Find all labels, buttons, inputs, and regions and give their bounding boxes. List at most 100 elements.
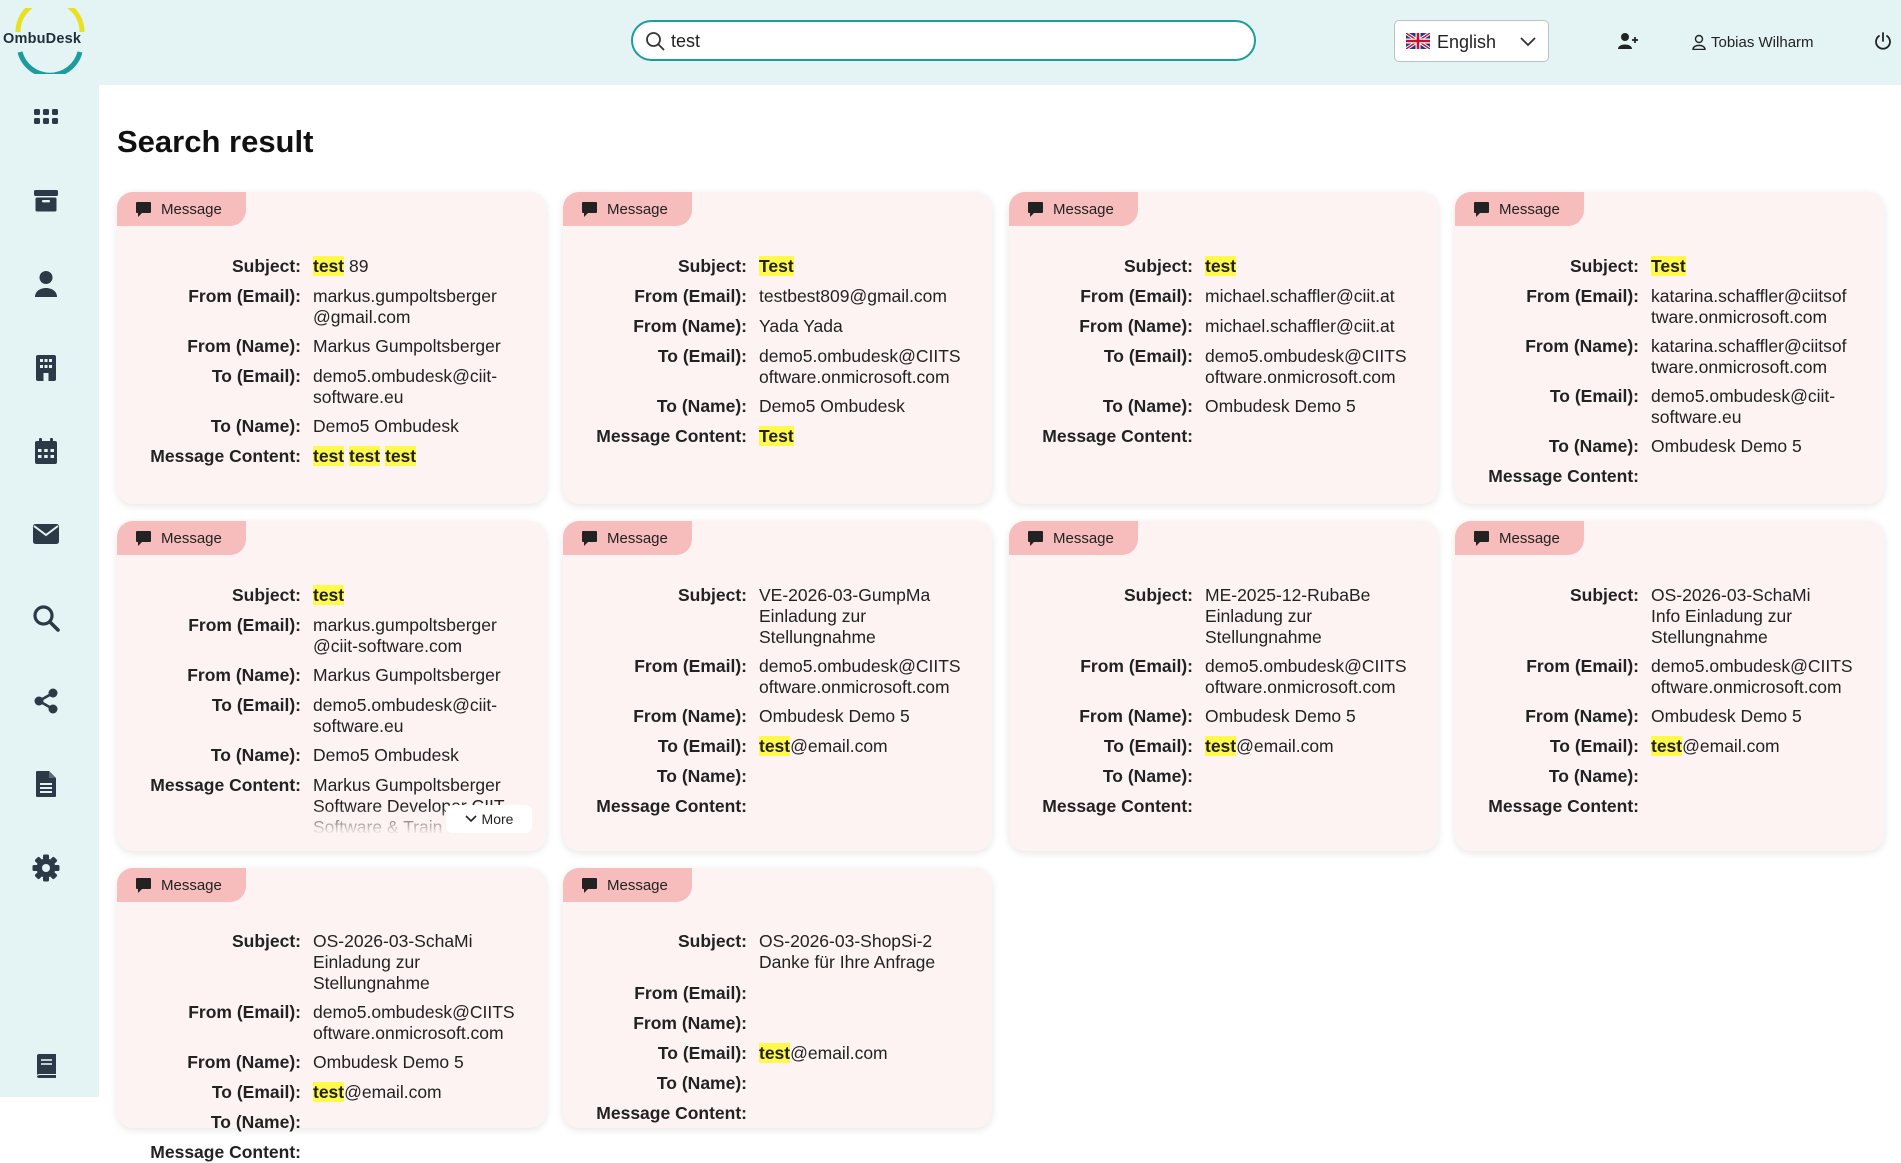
- field-value: demo5.ombudesk@ciit- software.eu: [313, 695, 538, 737]
- field-label: Message Content:: [150, 1142, 301, 1162]
- field-label: From (Email):: [634, 983, 747, 1003]
- more-label: More: [481, 811, 514, 827]
- nav-share[interactable]: [30, 685, 62, 717]
- field-value: OS-2026-03-SchaMi Einladung zur Stellung…: [313, 931, 538, 994]
- nav-book[interactable]: [30, 1050, 62, 1082]
- result-card[interactable]: Message Subject: VE-2026-03-GumpMa Einladu…: [563, 521, 992, 851]
- field-label: To (Name):: [656, 766, 747, 786]
- value-text: @email.com: [1682, 736, 1780, 756]
- value-text: markus.gumpoltsberger @ciit-software.com: [313, 615, 497, 656]
- search-bar[interactable]: [631, 20, 1256, 61]
- result-card[interactable]: Message Subject: ME-2025-12-RubaBe Einladu…: [1009, 521, 1438, 851]
- calendar-icon: [35, 438, 57, 464]
- gear-icon: [32, 854, 60, 882]
- nav-organizations[interactable]: [30, 352, 62, 384]
- result-card[interactable]: Message Subject: test From (Email): markus.g…: [117, 521, 546, 851]
- value-text: demo5.ombudesk@CIITS oftware.onmicrosoft…: [1205, 346, 1407, 387]
- field-label: To (Name):: [1548, 436, 1639, 456]
- field-label: To (Email):: [1549, 386, 1639, 406]
- field-value: test@email.com: [759, 1043, 984, 1064]
- nav-messages[interactable]: [30, 518, 62, 550]
- nav-persons[interactable]: [30, 268, 62, 300]
- field-label: To (Email):: [1103, 736, 1193, 756]
- value-text: michael.schaffler@ciit.at: [1205, 286, 1395, 306]
- field-value: Ombudesk Demo 5: [313, 1052, 538, 1073]
- field-label: Message Content:: [1042, 796, 1193, 816]
- result-type-badge: Message: [117, 868, 246, 902]
- field-label: Subject:: [677, 256, 747, 276]
- field-value: michael.schaffler@ciit.at: [1205, 316, 1430, 337]
- value-text: demo5.ombudesk@CIITS oftware.onmicrosoft…: [313, 1002, 515, 1043]
- uk-flag-icon: [1406, 33, 1430, 49]
- field-value: markus.gumpoltsberger @gmail.com: [313, 286, 538, 328]
- field-value: Demo5 Ombudesk: [313, 745, 538, 766]
- search-highlight: Test: [1651, 256, 1686, 276]
- field-value: michael.schaffler@ciit.at: [1205, 286, 1430, 307]
- result-card[interactable]: Message Subject: OS-2026-03-SchaMi Info Ei…: [1455, 521, 1884, 851]
- user-icon: [1692, 34, 1706, 50]
- add-user-icon[interactable]: [1617, 30, 1639, 52]
- field-label: To (Email):: [211, 695, 301, 715]
- language-select[interactable]: English: [1394, 20, 1549, 62]
- field-label: Message Content:: [596, 796, 747, 816]
- search-highlight: test: [313, 1082, 345, 1102]
- nav-documents[interactable]: [30, 768, 62, 800]
- field-label: To (Name):: [656, 1073, 747, 1093]
- field-value: demo5.ombudesk@CIITS oftware.onmicrosoft…: [1205, 656, 1430, 698]
- value-text: @email.com: [1236, 736, 1334, 756]
- value-text: testbest809@gmail.com: [759, 286, 947, 306]
- field-label: Subject:: [1569, 256, 1639, 276]
- value-text: @email.com: [790, 736, 888, 756]
- message-bubble-icon: [136, 530, 151, 546]
- field-label: Subject:: [1123, 585, 1193, 605]
- search-highlight: Test: [759, 426, 794, 446]
- value-text: michael.schaffler@ciit.at: [1205, 316, 1395, 336]
- field-label: To (Email):: [657, 1043, 747, 1063]
- value-text: demo5.ombudesk@CIITS oftware.onmicrosoft…: [759, 656, 961, 697]
- search-highlight: test: [1205, 736, 1237, 756]
- field-label: To (Name):: [1102, 396, 1193, 416]
- field-label: To (Name):: [210, 1112, 301, 1132]
- field-value: test 89: [313, 256, 538, 277]
- nav-settings[interactable]: [30, 852, 62, 884]
- search-highlight: test: [759, 736, 791, 756]
- field-label: From (Name):: [187, 1052, 301, 1072]
- search-highlight: Test: [759, 256, 794, 276]
- result-card[interactable]: Message Subject: OS-2026-03-SchaMi Einladu…: [117, 868, 546, 1162]
- more-button[interactable]: More: [446, 805, 532, 833]
- field-label: From (Name):: [1525, 706, 1639, 726]
- result-type-badge: Message: [1009, 192, 1138, 226]
- value-text: demo5.ombudesk@CIITS oftware.onmicrosoft…: [1205, 656, 1407, 697]
- field-label: To (Name):: [210, 745, 301, 765]
- value-text: Yada Yada: [759, 316, 843, 336]
- field-label: From (Email):: [188, 1002, 301, 1022]
- user-menu[interactable]: Tobias Wilharm: [1692, 31, 1814, 53]
- value-text: ME-2025-12-RubaBe Einladung zur Stellung…: [1205, 585, 1371, 647]
- field-label: To (Email):: [211, 1082, 301, 1102]
- field-label: Subject:: [231, 931, 301, 951]
- value-text: demo5.ombudesk@CIITS oftware.onmicrosoft…: [759, 346, 961, 387]
- result-type-badge: Message: [117, 192, 246, 226]
- field-value: demo5.ombudesk@ciit- software.eu: [313, 366, 538, 408]
- search-highlight: test: [1651, 736, 1683, 756]
- nav-calendar[interactable]: [30, 435, 62, 467]
- result-card[interactable]: Message Subject: Test From (Email): katarina…: [1455, 192, 1884, 504]
- result-card[interactable]: Message Subject: Test From (Email): testbest…: [563, 192, 992, 504]
- result-card[interactable]: Message Subject: OS-2026-03-ShopSi-2 Danke…: [563, 868, 992, 1128]
- result-type-badge: Message: [563, 521, 692, 555]
- value-text: 89: [344, 256, 369, 276]
- nav-search[interactable]: [30, 602, 62, 634]
- field-label: From (Email):: [1526, 286, 1639, 306]
- result-type-badge: Message: [117, 521, 246, 555]
- result-card[interactable]: Message Subject: test From (Email): michael.…: [1009, 192, 1438, 504]
- value-text: katarina.schaffler@ciitsof tware.onmicro…: [1651, 336, 1847, 377]
- envelope-icon: [33, 524, 59, 544]
- nav-archive[interactable]: [30, 185, 62, 217]
- field-value: OS-2026-03-SchaMi Info Einladung zur Ste…: [1651, 585, 1876, 648]
- result-type-label: Message: [607, 876, 668, 894]
- search-input[interactable]: [671, 28, 1241, 54]
- logout-power-icon[interactable]: [1873, 31, 1893, 51]
- field-label: Message Content:: [1042, 426, 1193, 446]
- nav-dashboard[interactable]: [30, 101, 62, 133]
- result-card[interactable]: Message Subject: test 89 From (Email): marku…: [117, 192, 546, 504]
